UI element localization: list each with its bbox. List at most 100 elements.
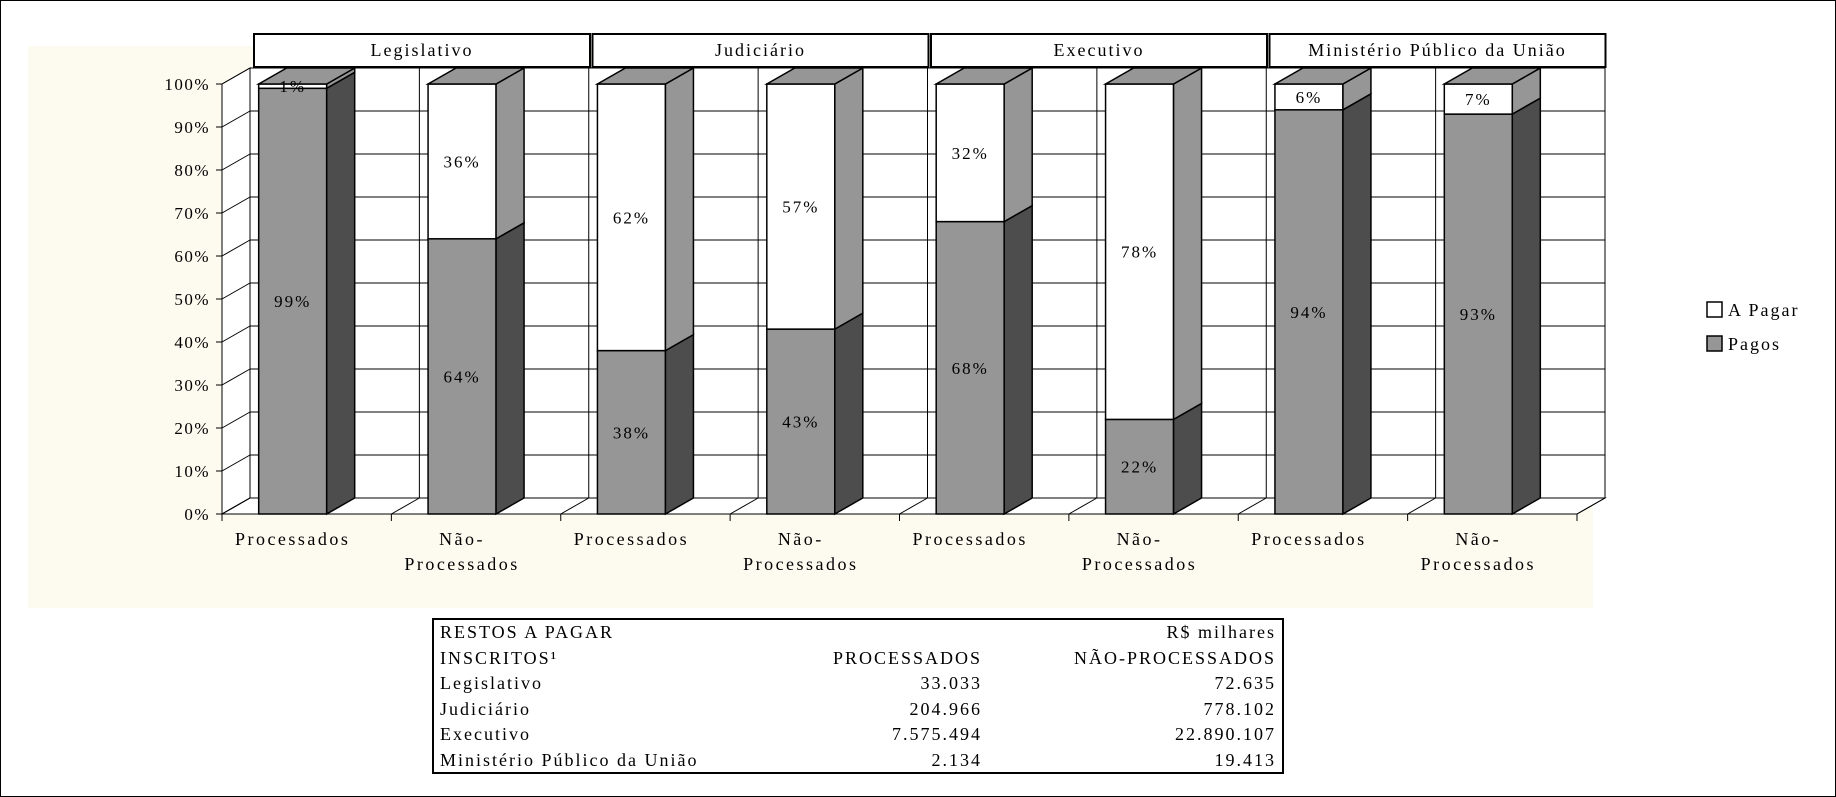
floor-gridline [1238, 497, 1267, 515]
bar-segment-a-pagar-side [664, 66, 695, 352]
side-gridline [221, 454, 251, 472]
table-row: Ministério Público da União 2.134 19.413 [434, 748, 1282, 774]
y-tick-label: 20% [174, 419, 210, 438]
y-tick-label: 40% [174, 333, 210, 352]
table-header-row-2: INSCRITOS¹ PROCESSADOS NÃO-PROCESSADOS [434, 646, 1282, 672]
y-tick-label: 60% [174, 247, 210, 266]
data-label-a-pagar: 1% [279, 77, 306, 96]
legend-swatch [1706, 301, 1723, 318]
data-label-pagos: 43% [782, 413, 819, 432]
x-category-label: Processados [912, 529, 1028, 549]
cell-processados: 7.575.494 [892, 724, 982, 744]
cell-nao-processados: 19.413 [1214, 749, 1276, 770]
group-header-label: Executivo [1054, 40, 1145, 60]
data-label-a-pagar: 36% [443, 152, 480, 171]
col-header-processados: PROCESSADOS [832, 647, 982, 668]
side-gridline [221, 153, 251, 171]
data-label-pagos: 99% [274, 292, 311, 311]
data-label-a-pagar: 7% [1465, 90, 1492, 109]
x-category-label: Não- [1117, 529, 1163, 549]
bar-segment-pagos-side [1172, 402, 1203, 516]
side-gridline [221, 239, 251, 257]
side-gridline [221, 282, 251, 300]
floor-gridline [899, 497, 928, 515]
bar-segment-pagos-side [1342, 92, 1372, 516]
floor-gridline [729, 497, 759, 515]
data-label-pagos: 93% [1460, 305, 1497, 324]
side-gridline [221, 411, 251, 429]
restos-a-pagar-table: RESTOS A PAGAR R$ milhares INSCRITOS¹ PR… [432, 618, 1284, 774]
floor-gridline [391, 497, 420, 515]
bar-segment-pagos-side [495, 221, 525, 516]
group-header-box [253, 33, 591, 68]
x-category-label: Processados [404, 554, 520, 574]
group-header-box [930, 33, 1268, 68]
y-tick-label: 30% [174, 376, 210, 395]
y-tick-label: 10% [174, 462, 210, 481]
cell-processados: 33.033 [920, 673, 982, 693]
floor-gridline [1576, 497, 1606, 515]
row-label: Legislativo [440, 673, 543, 693]
bar-segment-a-pagar-side [1003, 66, 1033, 223]
side-gridline [221, 325, 251, 343]
y-tick-label: 0% [184, 505, 210, 524]
bar-segment-a-pagar-side [1172, 66, 1203, 421]
bar-segment-pagos-side [1511, 96, 1542, 516]
legend-label: A Pagar [1728, 300, 1800, 320]
stacked-bar-chart: 0% 10% 20% 30% 40% 50% 60% 70% 80% 90% 100% 99% 1% Pr… [28, 33, 1800, 608]
bar-segment-pagos-front [766, 328, 836, 515]
y-tick-label: 70% [174, 204, 210, 223]
data-label-a-pagar: 57% [782, 198, 819, 217]
bar-segment-a-pagar-front [1443, 83, 1514, 115]
data-label-pagos: 38% [613, 423, 650, 442]
bar-segment-a-pagar-front [766, 83, 836, 330]
legend-swatch [1706, 335, 1723, 352]
bar-segment-pagos-front [1274, 109, 1344, 515]
data-label-a-pagar: 32% [952, 144, 989, 163]
data-label-a-pagar: 62% [613, 208, 650, 227]
table-row: Legislativo 33.033 72.635 [434, 671, 1282, 697]
group-header-box [591, 33, 930, 68]
bar-segment-pagos-side [834, 311, 864, 516]
side-gridline [221, 368, 251, 386]
bar-segment-a-pagar-side [495, 66, 525, 241]
cell-nao-processados: 22.890.107 [1175, 724, 1276, 744]
bar-segment-pagos-side [325, 71, 356, 516]
bar-segment-pagos-side [664, 333, 695, 516]
bar-segment-a-pagar-front [1104, 83, 1175, 421]
side-gridline [221, 110, 251, 128]
bar-segment-pagos-front [257, 87, 328, 515]
data-label-a-pagar: 78% [1121, 243, 1158, 262]
x-category-label: Processados [1421, 554, 1537, 574]
x-category-label: Processados [1251, 529, 1367, 549]
table-title-line-1: RESTOS A PAGAR [440, 622, 615, 642]
floor-gridline [560, 497, 589, 515]
group-header-label: Legislativo [371, 40, 474, 60]
cell-nao-processados: 72.635 [1214, 673, 1276, 693]
cell-nao-processados: 778.102 [1203, 698, 1276, 719]
x-category-label: Não- [439, 529, 485, 549]
y-tick-label: 80% [174, 161, 210, 180]
row-label: Executivo [440, 724, 531, 744]
cell-processados: 2.134 [931, 749, 982, 770]
x-category-label: Não- [778, 529, 824, 549]
table-unit: R$ milhares [1166, 622, 1276, 642]
bar-segment-a-pagar-front [427, 83, 497, 240]
legend-label: Pagos [1728, 334, 1781, 354]
data-label-pagos: 64% [443, 367, 480, 386]
bar-segment-pagos-front [935, 220, 1005, 515]
row-label: Ministério Público da União [440, 749, 699, 770]
x-category-label: Processados [574, 529, 690, 549]
data-label-pagos: 68% [952, 359, 989, 378]
data-label-a-pagar: 6% [1296, 88, 1323, 107]
y-tick-label: 50% [174, 290, 210, 309]
group-header-label: Judiciário [715, 40, 806, 60]
group-header-box [1268, 33, 1607, 68]
floor-gridline [221, 497, 251, 515]
bar-segment-pagos-side [1003, 204, 1033, 516]
group-header-label: Ministério Público da União [1308, 40, 1566, 60]
x-category-label: Processados [1082, 554, 1198, 574]
data-label-pagos: 22% [1121, 458, 1158, 477]
x-category-label: Processados [235, 529, 351, 549]
cell-processados: 204.966 [909, 698, 982, 719]
